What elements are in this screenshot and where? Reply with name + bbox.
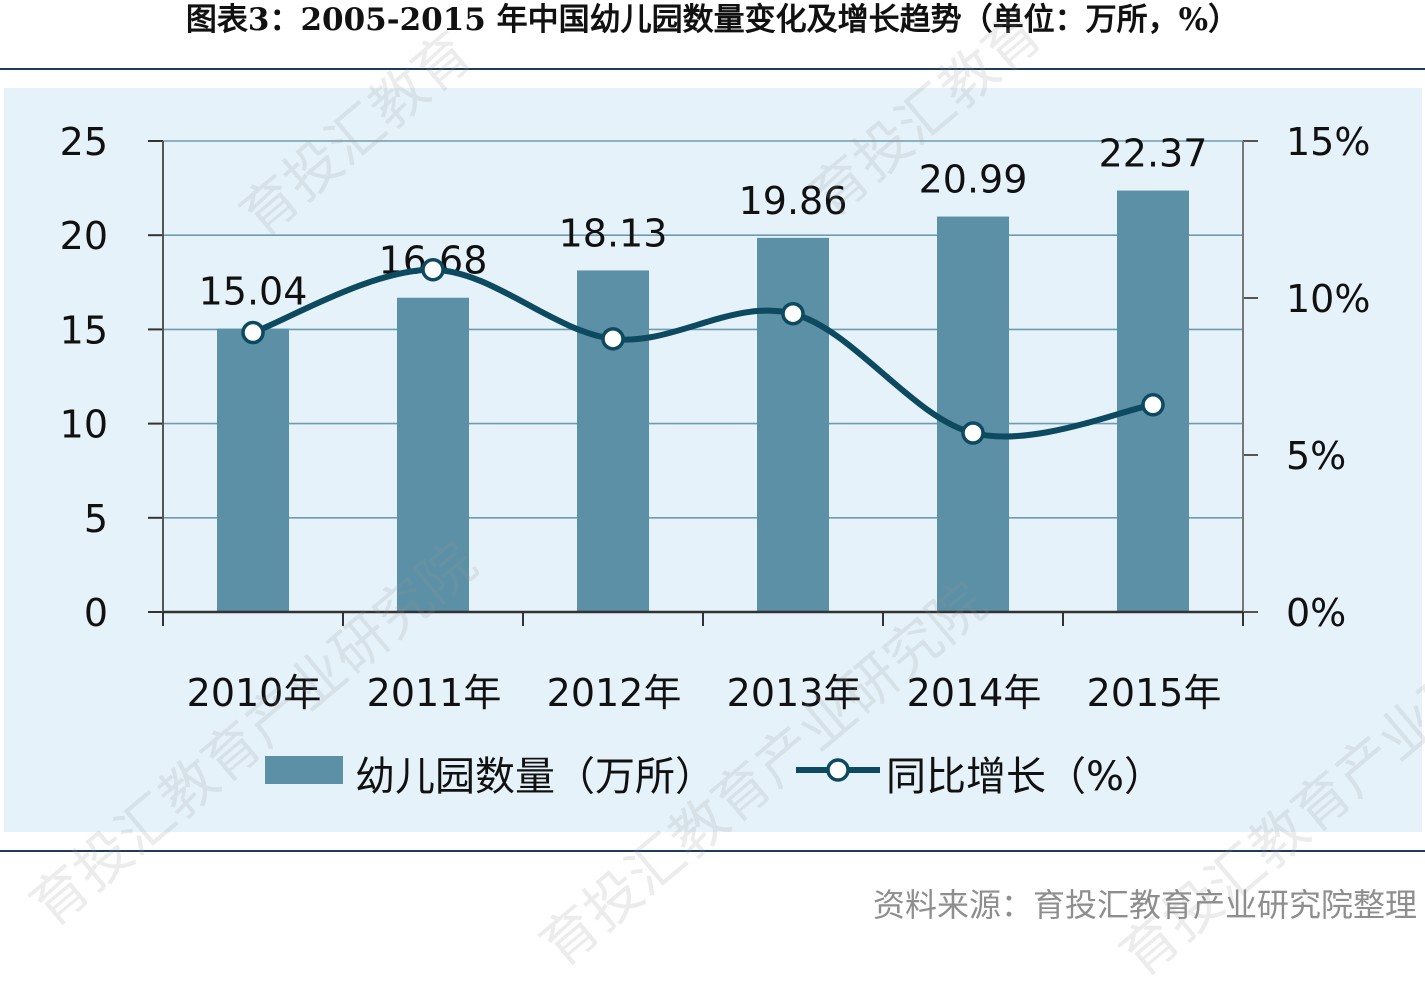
source-note: 资料来源：育投汇教育产业研究院整理 xyxy=(872,886,1417,924)
right-tick-label: 5% xyxy=(1286,434,1346,478)
bottom-rule xyxy=(0,850,1425,852)
right-tick-label: 10% xyxy=(1286,277,1370,321)
bar-value-label: 20.99 xyxy=(919,158,1028,202)
bar-value-label: 19.86 xyxy=(739,179,848,223)
left-tick-label: 0 xyxy=(84,591,108,635)
growth-point xyxy=(241,320,265,345)
right-tick-label: 0% xyxy=(1286,591,1346,635)
legend-label-bars: 幼儿园数量（万所） xyxy=(355,754,715,800)
right-tick-label: 15% xyxy=(1286,120,1370,164)
left-tick-label: 5 xyxy=(84,497,108,541)
left-tick-label: 25 xyxy=(60,120,108,164)
growth-line xyxy=(252,266,1154,440)
bar xyxy=(217,328,289,612)
legend-label-line: 同比增长（%） xyxy=(886,754,1164,800)
growth-point xyxy=(1141,393,1165,417)
growth-point xyxy=(601,327,625,351)
left-tick-label: 15 xyxy=(60,308,108,352)
top-rule xyxy=(0,68,1425,70)
growth-point xyxy=(781,301,805,326)
x-tick-label: 2010年 xyxy=(187,671,322,715)
growth-point xyxy=(421,257,445,282)
x-tick-label: 2013年 xyxy=(727,671,862,715)
bar xyxy=(937,216,1009,612)
x-tick-label: 2015年 xyxy=(1087,671,1222,715)
bar-value-label: 18.13 xyxy=(559,211,668,255)
x-tick-label: 2014年 xyxy=(907,671,1042,715)
bar-value-label: 22.37 xyxy=(1099,132,1208,176)
chart-title: 图表3：2005-2015 年中国幼儿园数量变化及增长趋势（单位：万所，%） xyxy=(185,2,1240,38)
legend-swatch-bars xyxy=(265,756,343,784)
legend-swatch-point xyxy=(826,758,850,782)
left-tick-label: 20 xyxy=(60,214,108,258)
x-tick-label: 2012年 xyxy=(547,671,682,715)
growth-point xyxy=(961,421,985,445)
x-tick-label: 2011年 xyxy=(367,671,502,715)
left-tick-label: 10 xyxy=(60,403,108,447)
bar xyxy=(757,237,829,613)
bar-value-label: 15.04 xyxy=(199,270,308,314)
chart-svg: 05101520250%5%10%15%15.0416.6818.1319.86… xyxy=(60,120,1371,800)
bar xyxy=(577,270,649,612)
bar xyxy=(397,297,469,612)
